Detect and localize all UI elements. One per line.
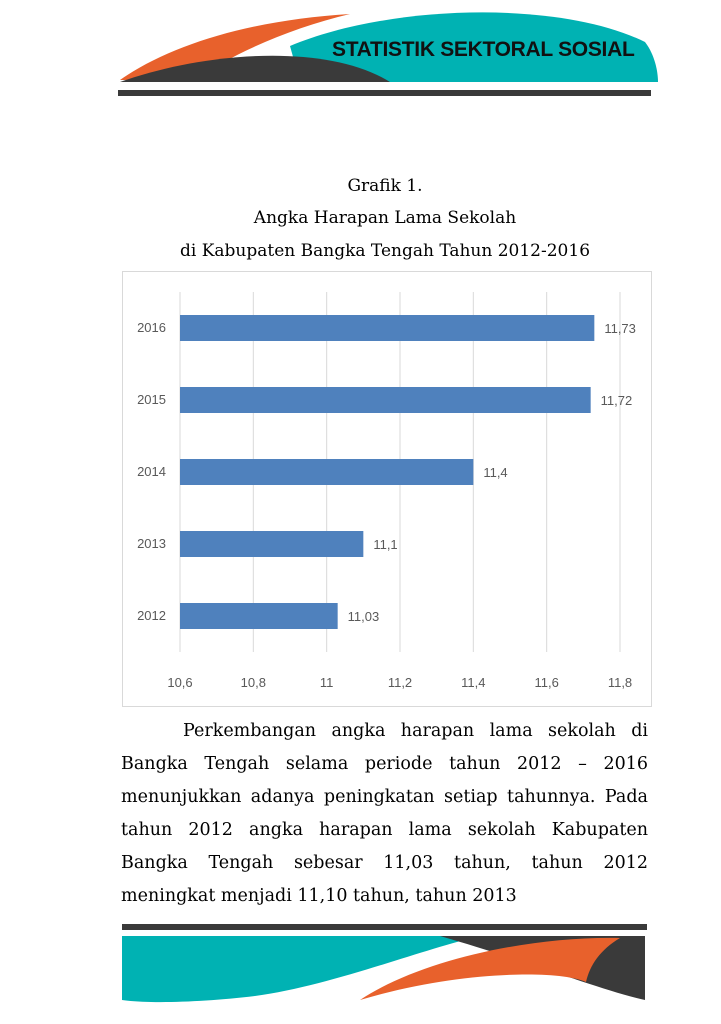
y-tick-label: 2015: [137, 392, 166, 407]
data-label: 11,1: [373, 537, 397, 552]
body-paragraph-text: Perkembangan angka harapan lama sekolah …: [121, 721, 648, 906]
header-rule: [118, 90, 651, 96]
data-label: 11,03: [348, 609, 380, 624]
figure-subtitle: di Kabupaten Bangka Tengah Tahun 2012-20…: [179, 241, 591, 261]
header-orange-swoosh: [120, 14, 350, 80]
footer-decoration: [122, 924, 647, 1003]
x-tick-label: 10,8: [241, 675, 266, 690]
bar: [180, 531, 364, 557]
header-teal-swoosh: [290, 12, 658, 82]
y-tick-label: 2016: [137, 320, 166, 335]
y-tick-label: 2014: [137, 464, 166, 479]
x-tick-label: 11,8: [608, 675, 632, 690]
bar-chart: 10,6 10,8 11 11,2 11,4 11,6 11,8 2016 11,73 2015 1…: [137, 292, 636, 690]
body-paragraph: Perkembangan angka harapan lama sekolah …: [121, 715, 648, 913]
header-dark-swoosh: [120, 55, 390, 82]
figure-title: Angka Harapan Lama Sekolah: [253, 208, 517, 228]
bar: [180, 387, 591, 413]
header-title: STATISTIK SEKTORAL SOSIAL: [332, 38, 635, 61]
footer-teal-swoosh: [122, 936, 480, 1003]
data-label: 11,4: [483, 465, 507, 480]
x-tick-label: 11,2: [388, 675, 412, 690]
x-tick-label: 11: [320, 675, 334, 690]
bar: [180, 459, 474, 485]
y-tick-label: 2013: [137, 536, 166, 551]
data-label: 11,73: [604, 321, 636, 336]
bar: [180, 315, 595, 341]
chart-frame: 10,6 10,8 11 11,2 11,4 11,6 11,8 2016 11,73 2015 1…: [122, 271, 652, 707]
x-tick-label: 11,6: [534, 675, 558, 690]
x-tick-label: 11,4: [461, 675, 485, 690]
footer-rule: [122, 924, 647, 930]
header-decoration: [118, 12, 658, 96]
bar: [180, 603, 338, 629]
footer-orange-swoosh: [360, 937, 620, 1000]
data-label: 11,72: [601, 393, 633, 408]
figure-number: Grafik 1.: [347, 176, 423, 196]
x-tick-label: 10,6: [167, 675, 192, 690]
y-tick-label: 2012: [137, 608, 166, 623]
